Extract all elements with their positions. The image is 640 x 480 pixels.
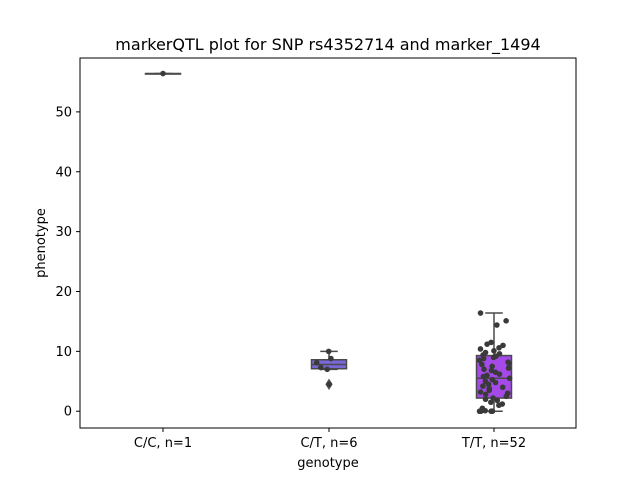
x-axis: C/C, n=1 C/T, n=6 T/T, n=52 [134,428,526,451]
y-tick-label-0: 0 [64,405,72,420]
data-point [492,379,499,386]
data-point [477,389,484,395]
data-point [326,381,333,388]
data-point [496,402,502,409]
x-tick-label-0: C/C, n=1 [134,436,192,451]
data-point [477,346,484,352]
points-1 [313,348,334,388]
data-point [503,393,510,400]
data-point [496,344,502,351]
data-point [479,361,485,368]
data-point [499,384,506,391]
data-point [482,391,489,398]
data-point [477,310,484,316]
data-point [503,318,509,324]
chart-title: markerQTL plot for SNP rs4352714 and mar… [115,35,540,55]
data-point [476,408,483,415]
data-point [506,360,512,367]
data-point [324,366,330,373]
points-0 [160,70,166,77]
data-point [489,363,496,370]
y-axis: 0 10 20 30 40 50 [55,105,80,420]
data-point [491,347,497,354]
y-tick-label-30: 30 [55,225,72,240]
data-point [486,387,493,394]
data-point [328,355,334,362]
data-point [488,367,495,374]
data-point [313,359,320,366]
data-point [160,70,166,77]
data-point [480,383,486,389]
data-point [482,396,489,403]
data-point [481,366,487,373]
data-point [490,395,496,401]
y-tick-label-50: 50 [55,105,72,120]
data-point [505,365,512,371]
data-point [325,348,332,355]
data-point [485,381,492,388]
data-point [480,373,487,380]
data-point [476,357,483,364]
x-axis-label: genotype [297,456,358,471]
data-point [490,354,497,361]
y-tick-label-10: 10 [55,345,72,360]
data-point [488,399,494,406]
data-point [482,407,488,414]
data-point [494,322,500,328]
x-tick-label-2: T/T, n=52 [461,436,526,451]
points-2 [476,310,513,415]
x-tick-label-1: C/T, n=6 [300,436,357,451]
plot-frame [79,57,577,429]
data-point [484,341,490,347]
plot-area [144,70,513,415]
data-point [494,397,501,404]
data-point [318,364,324,371]
y-tick-label-20: 20 [55,285,72,300]
data-point [496,371,503,377]
data-point [488,408,494,415]
y-tick-label-40: 40 [55,165,72,180]
y-axis-label: phenotype [34,208,49,278]
data-point [506,375,513,382]
